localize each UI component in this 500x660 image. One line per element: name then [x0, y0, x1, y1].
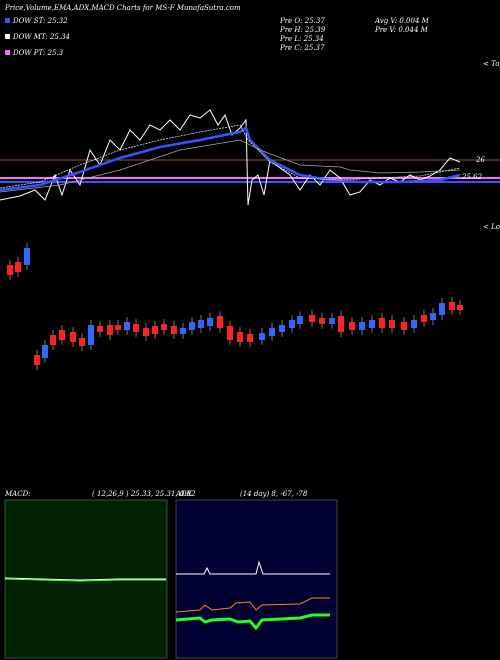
candle-body — [401, 322, 407, 330]
prev-text: Pre L: 25.34 — [279, 35, 324, 43]
candle-body — [379, 318, 385, 328]
candle-body — [389, 320, 395, 328]
adx-di-line — [175, 597, 330, 613]
candle-body — [217, 316, 223, 328]
candle-body — [133, 324, 139, 332]
legend-swatch — [5, 50, 10, 55]
legend-text: DOW ST: 25.32 — [12, 17, 68, 25]
candle-body — [349, 322, 355, 330]
candle-body — [42, 345, 48, 358]
tops-label: < Tops — [483, 60, 500, 68]
candle-body — [329, 318, 335, 324]
candle-body — [152, 326, 158, 334]
candle-body — [171, 326, 177, 334]
lows-label: < Lows — [483, 223, 500, 231]
candle-body — [430, 313, 436, 320]
adx-panel — [175, 499, 338, 659]
level-label: 25.62 — [461, 173, 483, 181]
legend-text: DOW MT: 25.34 — [12, 33, 70, 41]
candle-body — [124, 322, 130, 330]
candle-body — [411, 320, 417, 328]
legend-swatch — [5, 34, 10, 39]
macd-params: ( 12,26,9 ) 25.33, 25.31, 0.02 — [92, 490, 196, 498]
candle-body — [207, 318, 213, 326]
candle-body — [279, 325, 285, 332]
candle-body — [97, 326, 103, 332]
candle-body — [180, 328, 186, 334]
candle-body — [198, 320, 204, 328]
price-line — [0, 109, 461, 206]
macd-line — [4, 577, 166, 581]
candle-body — [359, 322, 365, 330]
prev-text: Pre H: 25.39 — [279, 26, 326, 34]
ema-line — [0, 126, 461, 192]
candle-body — [309, 315, 315, 322]
candle-body — [59, 330, 65, 340]
candle-body — [189, 322, 195, 330]
adx-label: ADX — [175, 490, 193, 498]
legend-swatch — [5, 18, 10, 23]
candle-body — [15, 262, 21, 272]
candle-body — [7, 265, 13, 275]
candle-body — [34, 355, 40, 365]
candle-body — [259, 333, 265, 340]
candle-body — [70, 332, 76, 342]
macd-label: MACD: — [4, 490, 31, 498]
candle-body — [107, 325, 113, 335]
candle-body — [269, 328, 275, 336]
level-label: 26 — [475, 156, 485, 164]
volume-text: Avg V: 0.004 M — [374, 17, 430, 25]
candle-body — [297, 316, 303, 324]
candle-body — [457, 305, 463, 310]
candle-body — [449, 302, 455, 310]
candle-body — [24, 248, 30, 265]
candle-body — [338, 316, 344, 332]
candle-body — [115, 325, 121, 330]
candle-body — [161, 324, 167, 330]
candle-body — [227, 326, 233, 340]
candle-body — [237, 332, 243, 342]
prev-text: Pre C: 25.37 — [279, 44, 325, 52]
prev-text: Pre O: 25.37 — [279, 17, 325, 25]
candles — [7, 243, 463, 370]
legend-text: DOW PT: 25.3 — [12, 49, 64, 57]
candle-body — [247, 334, 253, 342]
chart-title: Price,Volume,EMA,ADX,MACD Charts for MS-… — [4, 4, 241, 12]
adx-params: (14 day) 8, -67, -78 — [240, 490, 308, 498]
candle-body — [79, 338, 85, 346]
ema-line — [0, 139, 461, 193]
candle-body — [439, 303, 445, 315]
adx-line — [176, 560, 330, 575]
ema-line — [0, 124, 461, 189]
volume-text: Pre V: 0.044 M — [374, 26, 429, 34]
macd-signal — [4, 578, 166, 582]
candle-body — [143, 328, 149, 336]
candle-body — [88, 325, 94, 345]
candle-body — [369, 320, 375, 328]
candle-body — [319, 318, 325, 324]
adx-di-line — [175, 613, 330, 631]
candle-body — [289, 320, 295, 328]
candle-body — [50, 335, 56, 345]
candle-body — [421, 315, 427, 322]
